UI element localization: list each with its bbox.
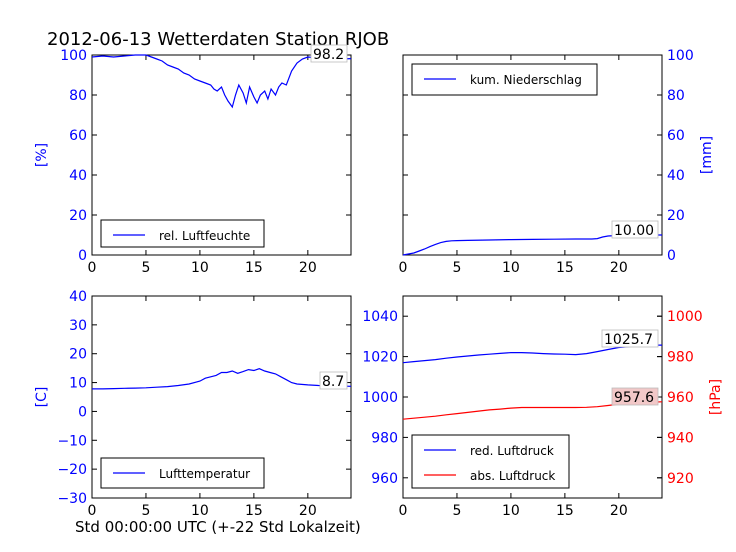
y-tick-label: 100 (667, 48, 694, 64)
y-tick-label: 20 (667, 208, 685, 224)
value-label-box (611, 220, 659, 239)
y-tick-label: 30 (69, 318, 87, 334)
x-tick-label: 20 (299, 503, 317, 519)
legend-box (100, 219, 265, 248)
value-label-box (601, 329, 659, 348)
x-tick-label: 15 (556, 260, 574, 276)
panel-1: 0 5 10 15 20 0 20 40 60 80 100 [%] 98.2 rel. Luftfeuc… (34, 44, 352, 276)
y2-tick-label: 920 (667, 471, 694, 487)
value-label: 10.00 (614, 223, 654, 239)
legend-box (411, 434, 570, 489)
value-label: 1025.7 (604, 332, 653, 348)
y-axis-label: [C] (34, 387, 50, 408)
value-label-box (310, 44, 348, 63)
value-label: 8.7 (322, 374, 344, 390)
x-tick-label: 10 (502, 503, 520, 519)
y-tick-label: 60 (667, 128, 685, 144)
x-tick-label: 15 (556, 503, 574, 519)
y-tick-label: 1020 (362, 350, 398, 366)
x-tick-label: 15 (245, 503, 263, 519)
y-tick-label: 40 (69, 168, 87, 184)
x-axis-label: Std 00:00:00 UTC (+-22 Std Lokalzeit) (75, 518, 361, 536)
x-tick-label: 10 (502, 260, 520, 276)
value-label: 98.2 (313, 47, 344, 63)
y-axis-label: [mm] (699, 136, 715, 174)
panel-2: 0 5 10 15 20 0 20 40 60 80 100 [mm] 10.00 kum. Nieder… (399, 48, 715, 276)
x-tick-label: 20 (299, 260, 317, 276)
legend-label-1: Lufttemperatur (159, 467, 250, 481)
x-tick-label: 15 (245, 260, 263, 276)
value-label: 957.6 (614, 390, 654, 406)
y-tick-label: 60 (69, 128, 87, 144)
y-axis-label: [%] (34, 143, 50, 167)
series-line-1 (91, 54, 352, 109)
panel-4: 0 5 10 15 20 960 980 1000 1020 1040 920 940 960 980 10… (362, 295, 724, 519)
legend-label-1: rel. Luftfeuchte (159, 229, 250, 243)
x-tick-label: 0 (88, 503, 97, 519)
y-tick-label: 0 (78, 248, 87, 264)
y-tick-label: 40 (69, 289, 87, 305)
plot-frame (91, 295, 352, 499)
series-line-1 (402, 344, 662, 364)
x-tick-label: 5 (452, 503, 461, 519)
y-tick-label: 1000 (362, 390, 398, 406)
x-tick-label: 5 (452, 260, 461, 276)
x-tick-label: 0 (399, 503, 408, 519)
series-line-1 (92, 368, 352, 390)
y-tick-label: 1040 (362, 309, 398, 325)
y-tick-label: 80 (69, 88, 87, 104)
y2-tick-label: 980 (667, 350, 694, 366)
x-tick-label: 0 (88, 260, 97, 276)
x-tick-label: 5 (141, 260, 150, 276)
panel-3: 0 5 10 15 20 −30 −20 −10 0 10 20 30 40 [C] 8.7 Lufttemp… (34, 289, 352, 519)
y2-tick-label: 960 (667, 390, 694, 406)
y-tick-label: 0 (667, 248, 676, 264)
y2-tick-label: 1000 (667, 309, 703, 325)
y-tick-label: 20 (69, 208, 87, 224)
plot-frame (91, 54, 352, 256)
y-tick-label: 20 (69, 347, 87, 363)
y-tick-label: −10 (57, 433, 87, 449)
value-label-box (319, 371, 348, 390)
value-label-box (611, 387, 659, 406)
x-tick-label: 5 (141, 503, 150, 519)
y-tick-label: 10 (69, 376, 87, 392)
y-tick-label: −20 (57, 462, 87, 478)
x-tick-label: 20 (610, 260, 628, 276)
y-tick-label: −30 (57, 491, 87, 507)
y-tick-label: 80 (667, 88, 685, 104)
legend-label-1: kum. Niederschlag (470, 73, 582, 87)
y-tick-label: 40 (667, 168, 685, 184)
x-tick-label: 10 (191, 260, 209, 276)
x-tick-label: 20 (610, 503, 628, 519)
y2-tick-label: 940 (667, 430, 694, 446)
legend-label-1: red. Luftdruck (470, 444, 554, 458)
x-tick-label: 0 (399, 260, 408, 276)
plot-frame (402, 54, 663, 256)
y-tick-label: 960 (371, 471, 398, 487)
y-tick-label: 980 (371, 430, 398, 446)
y-tick-label: 100 (60, 48, 87, 64)
y-tick-label: 0 (78, 404, 87, 420)
x-tick-label: 10 (191, 503, 209, 519)
series-line-1 (402, 234, 662, 256)
legend-label-2: abs. Luftdruck (470, 469, 555, 483)
figure-title: 2012-06-13 Wetterdaten Station RJOB (47, 29, 389, 50)
y2-axis-label: [hPa] (708, 379, 724, 415)
